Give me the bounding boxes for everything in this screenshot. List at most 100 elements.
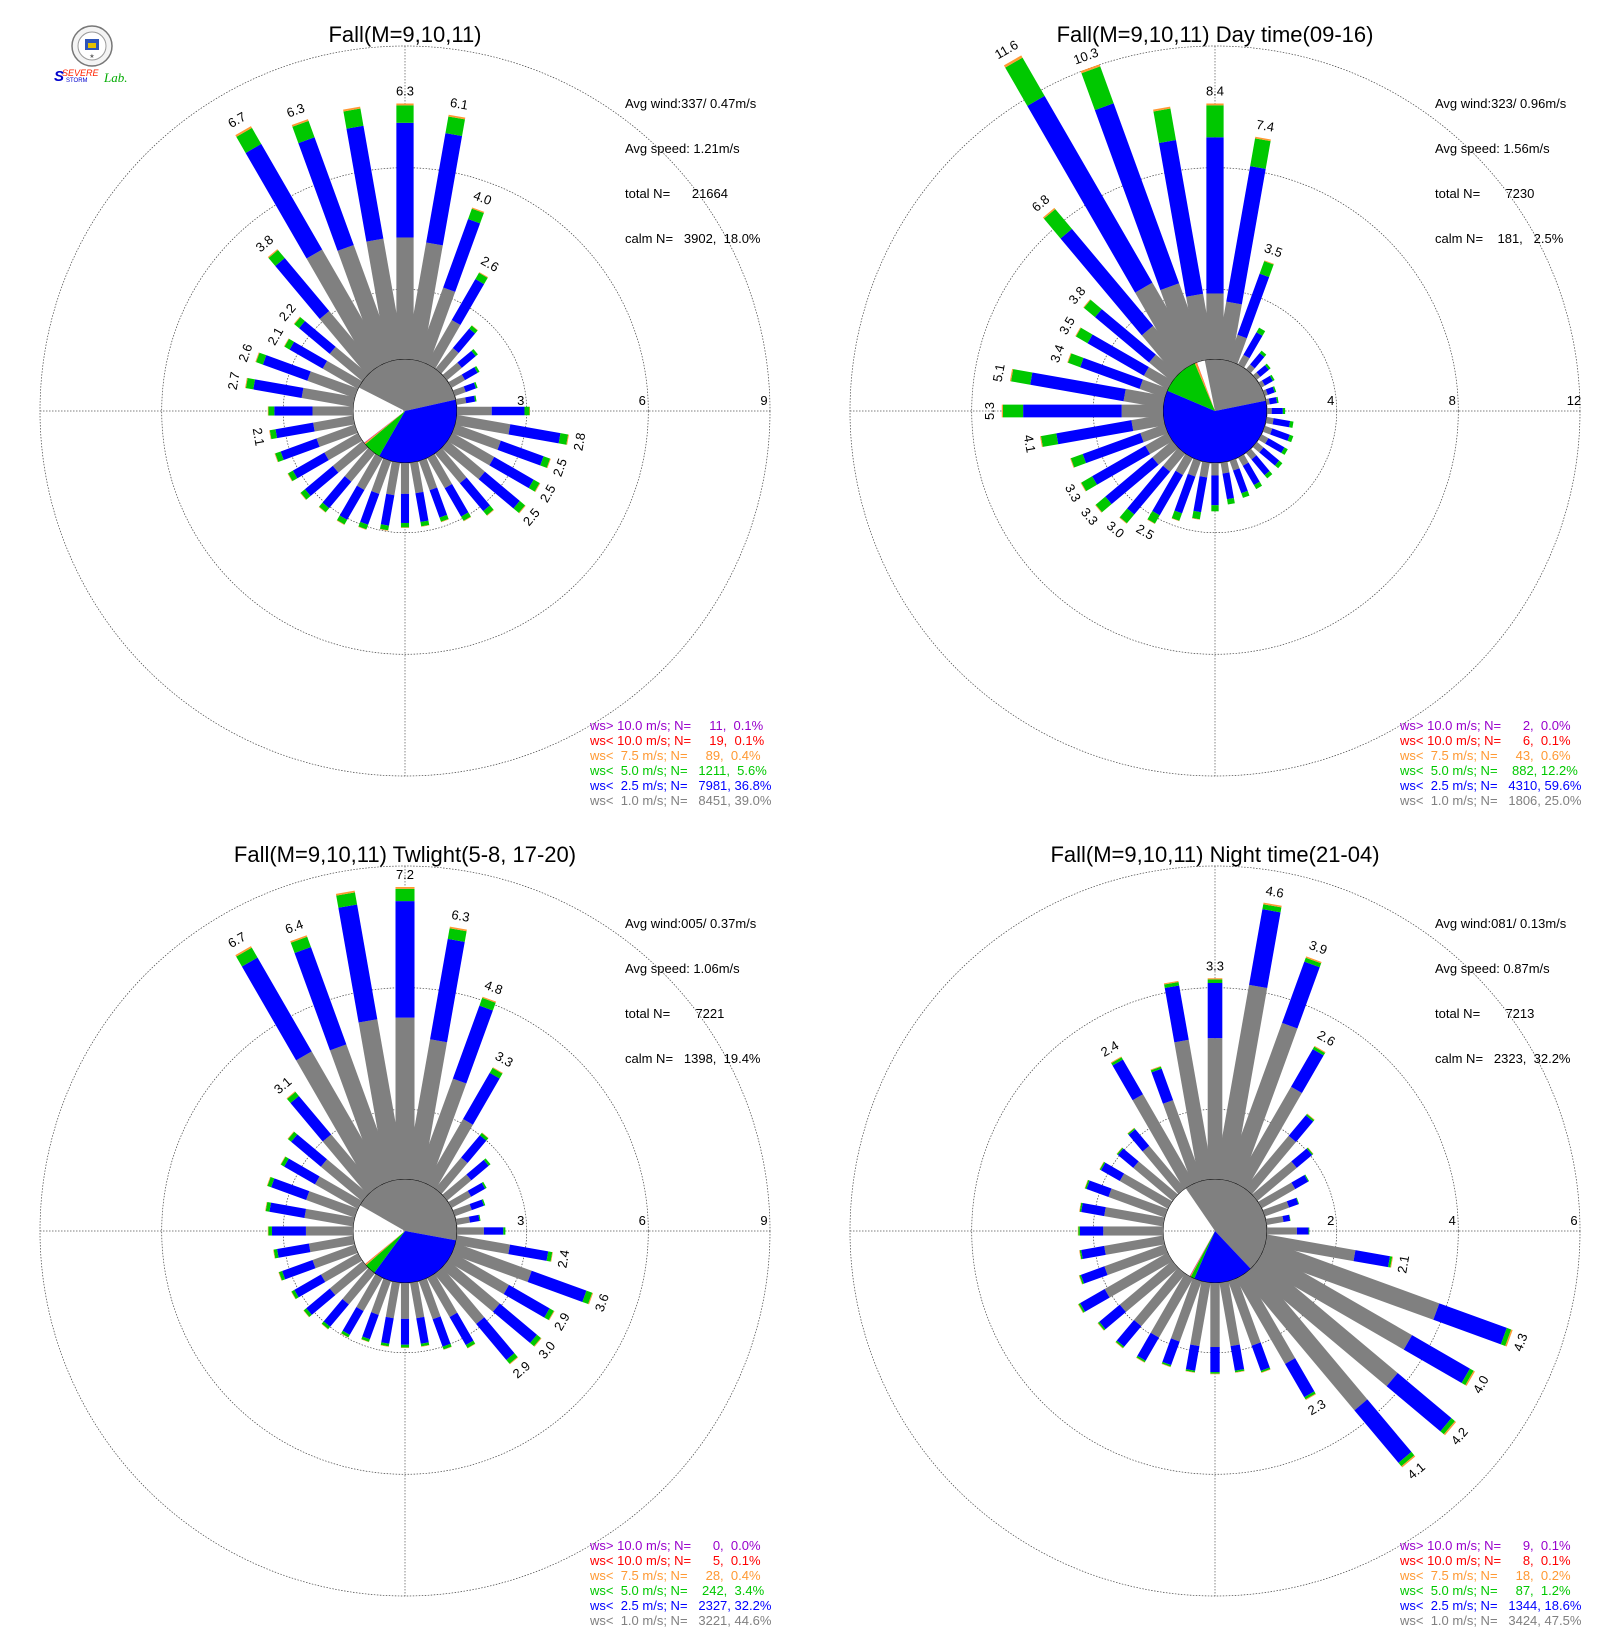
bar-segment-lt75 [1314, 1045, 1326, 1053]
direction-bar [1192, 461, 1210, 520]
bar-segment-lt5 [1226, 497, 1235, 505]
bar-segment-lt75 [335, 890, 355, 896]
bar-value-label: 2.6 [235, 342, 255, 364]
bar-segment-lt75 [492, 1067, 503, 1074]
bar-segment-lt1 [1235, 1273, 1296, 1364]
bar-segment-lt25 [1233, 468, 1248, 494]
bar-segment-lt75 [471, 207, 485, 214]
bar-segment-lt25 [1092, 445, 1151, 485]
bar-segment-lt1 [418, 458, 438, 491]
bar-segment-lt1 [342, 1268, 375, 1305]
direction-bar [455, 1235, 553, 1262]
bar-segment-lt25 [275, 258, 330, 319]
bar-segment-lt25 [1105, 457, 1159, 505]
bar-segment-lt25 [465, 395, 476, 404]
bar-segment-lt5 [319, 502, 330, 513]
bar-segment-lt25 [306, 1288, 336, 1315]
bar-segment-lt5 [1111, 1057, 1123, 1066]
direction-bar [1077, 1252, 1173, 1314]
bar-segment-lt25 [1162, 1338, 1180, 1366]
speed-legend: ws> 10.0 m/s; N= 0, 0.0% ws< 10.0 m/s; N=… [590, 1538, 771, 1628]
bar-segment-lt25 [1282, 1214, 1291, 1223]
bar-segment-lt1 [319, 311, 377, 376]
bar-value-label: 6.4 [283, 916, 305, 936]
panel-title: Fall(M=9,10,11) Night time(21-04) [1050, 842, 1380, 867]
bar-segment-lt75 [1305, 956, 1322, 964]
bar-segment-lt75 [1307, 1147, 1314, 1155]
bar-segment-lt25 [432, 1316, 451, 1347]
bar-segment-lt5 [291, 1289, 299, 1300]
bar-segment-lt1 [1145, 432, 1173, 455]
bar-segment-lt1 [322, 1134, 376, 1195]
bar-segment-lt25 [429, 487, 448, 518]
bar-segment-lt1 [1108, 1188, 1168, 1218]
bar-segment-lt25 [323, 1299, 349, 1327]
bar-segment-lt1 [296, 1051, 387, 1191]
bar-segment-lt5 [473, 382, 478, 389]
bar-segment-lt5 [1079, 1249, 1083, 1260]
bar-segment-lt75 [443, 1346, 452, 1350]
direction-bar [1258, 374, 1275, 388]
legend-entry: ws< 10.0 m/s; N= 6, 0.1% [1400, 733, 1571, 748]
bar-segment-lt25 [395, 901, 415, 1018]
bar-segment-lt25 [1210, 1347, 1220, 1373]
bar-segment-lt25 [1296, 1227, 1309, 1235]
bar-segment-lt1 [304, 1208, 355, 1227]
bar-segment-lt75 [293, 316, 301, 325]
bar-segment-lt5 [471, 349, 478, 357]
legend-entry: ws> 10.0 m/s; N= 11, 0.1% [590, 718, 764, 733]
direction-bar [1255, 1249, 1475, 1386]
bar-segment-lt25 [1164, 985, 1189, 1043]
direction-bar [1001, 404, 1164, 418]
ring-label: 3 [517, 393, 524, 408]
bar-segment-lt1 [1199, 461, 1210, 478]
bar-segment-lt5 [1040, 433, 1059, 447]
bar-segment-lt5 [465, 1340, 476, 1349]
legend-entry: ws< 7.5 m/s; N= 18, 0.2% [1400, 1568, 1571, 1583]
direction-bar [1266, 1227, 1310, 1235]
bar-segment-lt5 [478, 1214, 481, 1221]
bar-segment-lt5 [544, 1308, 554, 1321]
total-n-text: total N= 7221 [625, 1006, 725, 1021]
bar-segment-lt75 [287, 1131, 295, 1140]
bar-segment-lt5 [288, 470, 298, 482]
panel-title: Fall(M=9,10,11) Twlight(5-8, 17-20) [233, 842, 577, 867]
bar-segment-lt1 [441, 440, 485, 480]
bar-segment-lt5 [1289, 1214, 1291, 1221]
bar-value-label: 6.8 [1029, 192, 1052, 215]
bar-segment-lt75 [287, 473, 293, 482]
direction-bar [452, 382, 478, 397]
bar-segment-lt25 [449, 1312, 474, 1346]
bar-segment-lt75 [291, 1291, 296, 1300]
bar-segment-lt25 [1243, 332, 1263, 359]
bar-segment-lt75 [421, 524, 430, 527]
bar-segment-lt75 [343, 106, 361, 112]
bar-segment-lt25 [360, 491, 380, 525]
bar-segment-lt5 [336, 515, 348, 525]
direction-bar [1262, 425, 1294, 443]
bar-segment-lt75 [274, 453, 279, 463]
bar-value-label: 2.1 [264, 325, 286, 348]
bar-segment-lt1 [1190, 1281, 1211, 1347]
direction-bar [1249, 1257, 1457, 1436]
legend-entry: ws< 1.0 m/s; N= 3221, 44.6% [590, 1613, 772, 1628]
bar-segment-lt5 [1011, 369, 1033, 385]
bar-segment-lt75 [280, 1156, 286, 1165]
direction-bar [405, 926, 467, 1182]
bar-segment-lt5 [268, 1226, 272, 1236]
direction-bar [300, 441, 369, 500]
bar-value-label: 4.1 [1404, 1459, 1427, 1482]
bar-segment-lt75 [1261, 1369, 1271, 1373]
ring-label: 2 [1327, 1213, 1334, 1228]
bar-segment-lt75 [534, 483, 541, 492]
bar-segment-lt25 [1251, 455, 1270, 476]
calm-slice-lt5 [365, 411, 405, 457]
bar-segment-lt1 [427, 1273, 458, 1318]
calm-slice-lt1 [1204, 359, 1266, 411]
direction-bar [1119, 447, 1186, 524]
direction-bar [280, 1156, 363, 1210]
bar-segment-lt75 [529, 406, 530, 416]
bar-segment-lt1 [1228, 1278, 1261, 1346]
ring-label: 9 [760, 1213, 767, 1228]
direction-bar [1258, 434, 1288, 455]
